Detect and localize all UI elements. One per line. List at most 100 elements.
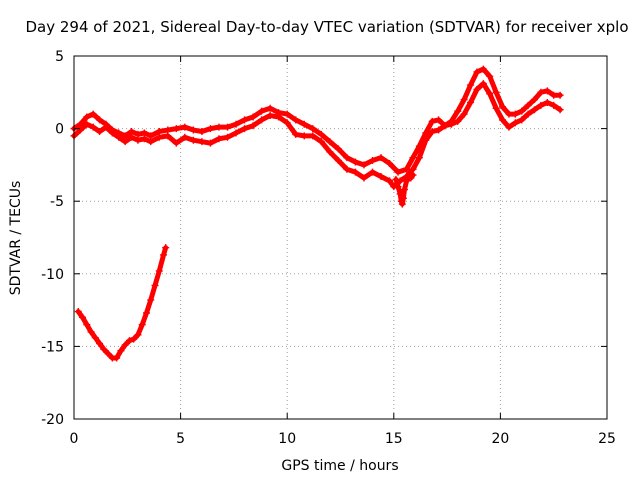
data-point — [492, 104, 500, 112]
data-point — [486, 90, 494, 98]
data-point — [189, 136, 197, 144]
data-point — [460, 96, 468, 104]
data-point — [140, 135, 148, 143]
data-point — [89, 110, 97, 118]
data-point — [467, 81, 475, 89]
x-tick-label: 5 — [176, 431, 185, 447]
data-point — [155, 133, 163, 141]
data-point — [392, 175, 400, 183]
data-point — [511, 119, 519, 127]
x-tick-label: 0 — [70, 431, 79, 447]
data-point — [249, 113, 257, 121]
data-point — [151, 281, 159, 289]
data-point — [309, 132, 317, 140]
data-point — [467, 98, 475, 106]
y-tick-label: -5 — [50, 194, 64, 210]
data-point — [142, 309, 150, 317]
data-marks — [70, 65, 564, 362]
data-point — [326, 148, 334, 156]
data-point — [435, 126, 443, 134]
data-point — [76, 126, 84, 134]
data-point — [309, 125, 317, 133]
data-point — [232, 120, 240, 128]
data-point — [96, 128, 104, 136]
y-tick-label: -20 — [41, 412, 64, 428]
data-point — [275, 113, 283, 121]
data-point — [91, 334, 99, 342]
data-point — [543, 98, 551, 106]
data-point — [550, 101, 558, 109]
data-point — [283, 119, 291, 127]
data-point — [505, 110, 513, 118]
data-point — [537, 88, 545, 96]
data-point — [241, 125, 249, 133]
y-tick-label: -10 — [41, 267, 64, 283]
data-point — [334, 157, 342, 165]
data-point — [206, 139, 214, 147]
data-point — [172, 125, 180, 133]
data-point — [172, 139, 180, 147]
data-point — [386, 159, 394, 167]
data-point — [147, 138, 155, 146]
data-point — [556, 106, 564, 114]
data-point — [396, 190, 404, 198]
chart-title: Day 294 of 2021, Sidereal Day-to-day VTE… — [25, 18, 628, 36]
axis-ticks: 0 5 10 15 20 25 -20 -15 -10 -5 0 5 — [41, 49, 616, 447]
x-tick-label: 15 — [385, 431, 403, 447]
data-point — [292, 116, 300, 124]
data-point — [128, 133, 136, 141]
data-point — [155, 267, 163, 275]
data-point — [96, 339, 104, 347]
data-point — [360, 174, 368, 182]
data-point — [543, 87, 551, 95]
data-point — [409, 171, 417, 179]
data-point — [368, 168, 376, 176]
data-point — [334, 145, 342, 153]
data-point — [368, 157, 376, 165]
x-tick-label: 10 — [278, 431, 296, 447]
y-tick-label: 0 — [55, 122, 64, 138]
data-point — [398, 200, 406, 208]
data-point — [121, 341, 129, 349]
data-point — [550, 91, 558, 99]
data-point — [524, 101, 532, 109]
data-point — [83, 321, 91, 329]
data-point — [104, 350, 112, 358]
data-point — [403, 165, 411, 173]
data-point — [249, 122, 257, 130]
data-point — [454, 107, 462, 115]
data-point — [147, 296, 155, 304]
data-point — [399, 194, 407, 202]
data-point — [531, 106, 539, 114]
data-point — [292, 130, 300, 138]
x-tick-label: 20 — [491, 431, 509, 447]
data-point — [351, 168, 359, 176]
data-point — [115, 133, 123, 141]
series-early-segment — [74, 244, 170, 362]
data-point — [454, 117, 462, 125]
data-point — [130, 335, 138, 343]
data-point — [317, 138, 325, 146]
data-point — [300, 132, 308, 140]
data-point — [138, 321, 146, 329]
data-point — [162, 244, 170, 252]
data-point — [102, 123, 110, 131]
data-point — [400, 186, 408, 194]
data-point — [258, 107, 266, 115]
data-point — [215, 135, 223, 143]
data-point — [326, 138, 334, 146]
data-point — [473, 85, 481, 93]
data-point — [224, 123, 232, 131]
data-point — [447, 120, 455, 128]
data-point — [96, 116, 104, 124]
series-track-b — [70, 80, 564, 191]
data-point — [492, 88, 500, 96]
data-point — [428, 117, 436, 125]
data-point — [511, 110, 519, 118]
data-point — [241, 116, 249, 124]
data-point — [386, 177, 394, 185]
data-point — [258, 116, 266, 124]
x-axis-label: GPS time / hours — [281, 458, 398, 474]
